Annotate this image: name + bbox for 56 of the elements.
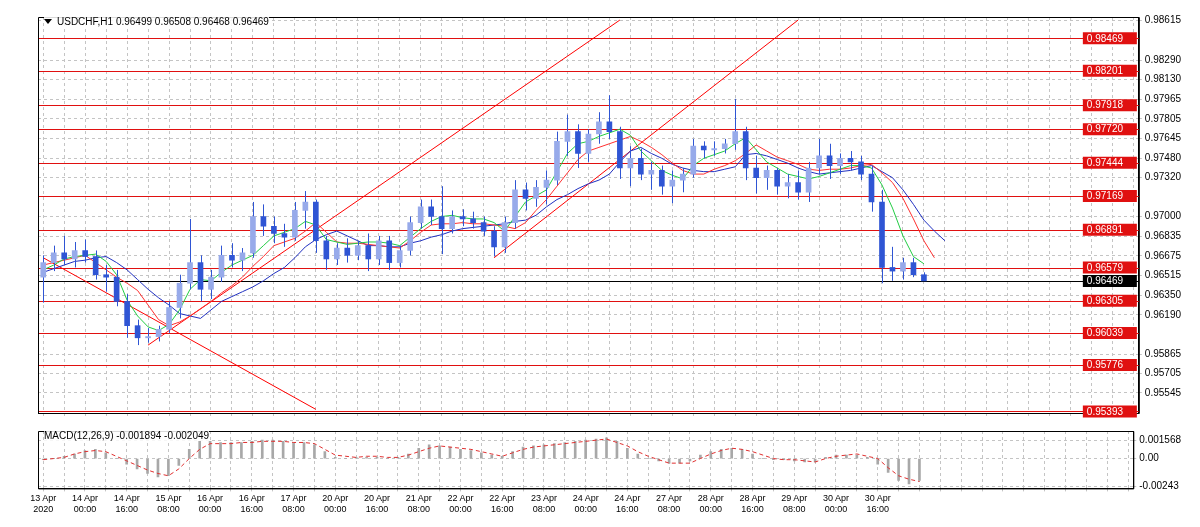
x-tick-label: 22 Apr 16:00	[489, 493, 516, 515]
ref-line-label: 0.97918	[1086, 99, 1124, 111]
x-tick-label: 20 Apr 00:00	[322, 493, 349, 515]
y-tick-label: 0.96350	[1144, 289, 1182, 301]
ref-line-label: 0.98469	[1086, 32, 1124, 44]
y-tick-label: 0.97000	[1144, 210, 1182, 222]
y-tick-label: 0.001568	[1139, 434, 1182, 446]
x-tick-label: 16 Apr 16:00	[238, 493, 265, 515]
y-tick-label: -0.00243	[1139, 480, 1180, 492]
y-tick-label: 0.98615	[1144, 14, 1182, 26]
ref-line-label: 0.96891	[1086, 223, 1124, 235]
y-tick-label: 0.96515	[1144, 269, 1182, 281]
x-tick-label: 15 Apr 08:00	[155, 493, 182, 515]
y-tick-label: 0.95545	[1144, 386, 1182, 398]
x-tick-label: 24 Apr 16:00	[614, 493, 641, 515]
chart-title: USDCHF,H1 0.96499 0.96508 0.96468 0.96469	[57, 16, 269, 27]
ref-line-label: 0.97169	[1086, 190, 1124, 202]
x-tick-label: 21 Apr 08:00	[405, 493, 432, 515]
x-tick-label: 20 Apr 16:00	[364, 493, 391, 515]
ref-line-label: 0.96469	[1086, 275, 1124, 287]
x-tick-label: 14 Apr 16:00	[113, 493, 140, 515]
y-tick-label: 0.97320	[1144, 171, 1182, 183]
y-tick-label: 0.96835	[1144, 230, 1182, 242]
ref-line-label: 0.95776	[1086, 359, 1124, 371]
x-tick-label: 28 Apr 16:00	[739, 493, 766, 515]
ref-line-label: 0.96579	[1086, 261, 1124, 273]
y-tick-label: 0.00	[1139, 452, 1160, 464]
y-tick-label: 0.97965	[1144, 93, 1182, 105]
x-tick-label: 30 Apr 16:00	[864, 493, 891, 515]
ref-line-label: 0.97444	[1086, 156, 1124, 168]
x-tick-label: 27 Apr 08:00	[656, 493, 683, 515]
x-tick-label: 17 Apr 08:00	[280, 493, 307, 515]
y-tick-label: 0.96675	[1144, 249, 1182, 261]
chart-title: MACD(12,26,9) -0.001894 -0.002049	[44, 430, 210, 441]
ref-line-label: 0.96305	[1086, 295, 1124, 307]
y-tick-label: 0.97480	[1144, 152, 1182, 164]
y-tick-label: 0.98130	[1144, 73, 1182, 85]
x-tick-label: 14 Apr 00:00	[71, 493, 98, 515]
x-tick-label: 23 Apr 08:00	[530, 493, 557, 515]
x-tick-label: 28 Apr 00:00	[697, 493, 724, 515]
x-tick-label: 16 Apr 00:00	[197, 493, 224, 515]
y-tick-label: 0.97805	[1144, 112, 1182, 124]
x-tick-label: 24 Apr 00:00	[572, 493, 599, 515]
y-tick-label: 0.95705	[1144, 367, 1182, 379]
ref-line-label: 0.97720	[1086, 123, 1124, 135]
ref-line-label: 0.95393	[1086, 405, 1124, 417]
ref-line-label: 0.98201	[1086, 65, 1124, 77]
y-tick-label: 0.95865	[1144, 347, 1182, 359]
y-tick-label: 0.98290	[1144, 53, 1182, 65]
x-tick-label: 22 Apr 00:00	[447, 493, 474, 515]
y-tick-label: 0.97645	[1144, 132, 1182, 144]
ref-line-label: 0.96039	[1086, 327, 1124, 339]
y-tick-label: 0.96190	[1144, 308, 1182, 320]
x-tick-label: 13 Apr 2020	[30, 493, 57, 515]
x-tick-label: 30 Apr 00:00	[822, 493, 850, 515]
x-tick-label: 29 Apr 08:00	[781, 493, 808, 515]
